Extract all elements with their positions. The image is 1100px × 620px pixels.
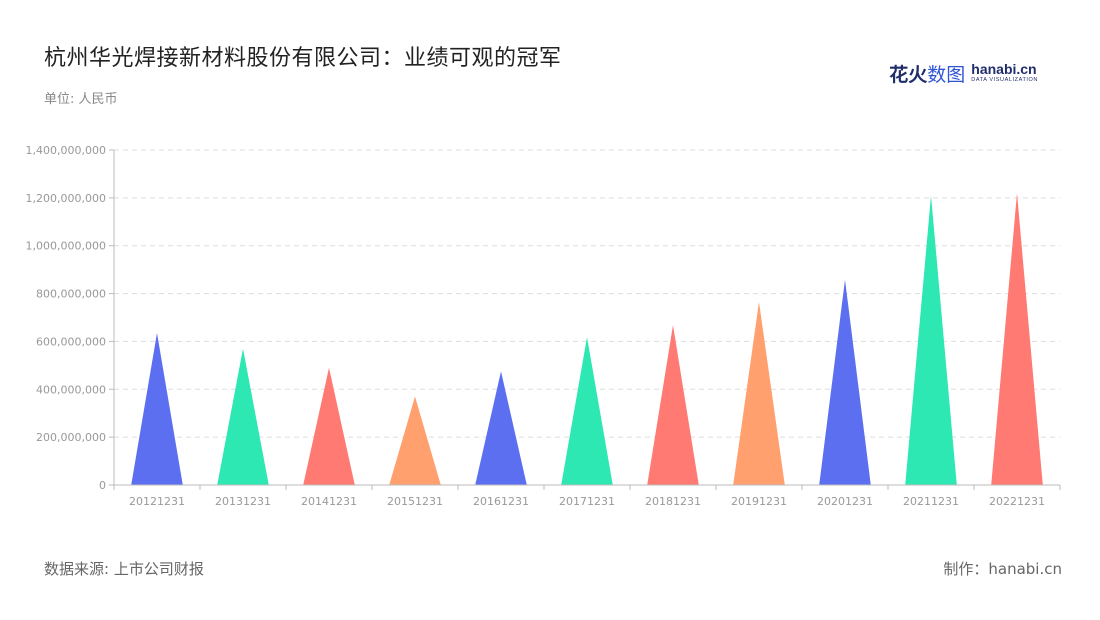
logo-cn-bold: 花火: [889, 63, 928, 86]
x-axis-ticks: 20121231 20131231 20141231 20151231 20161231…: [113, 484, 1061, 508]
bar-20141231: [303, 367, 355, 485]
data-source: 数据来源: 上市公司财报: [44, 560, 204, 578]
brand-logo: 花火数图 hanabi.cn DATA VISUALIZATION: [889, 60, 1038, 86]
x-tick-label: 20131231: [215, 495, 271, 508]
y-tick-label: 400,000,000: [36, 383, 106, 396]
logo-cn-light: 数图: [927, 63, 966, 86]
bar-20181231: [647, 325, 699, 485]
maker-credit: 制作：hanabi.cn: [943, 560, 1062, 578]
x-tick-label: 20191231: [731, 495, 787, 508]
logo-en: hanabi.cn DATA VISUALIZATION: [971, 62, 1038, 84]
bar-20161231: [475, 371, 527, 485]
y-tick-label: 800,000,000: [36, 288, 106, 301]
bar-20191231: [733, 301, 785, 485]
x-tick-label: 20171231: [559, 495, 615, 508]
y-tick-label: 1,200,000,000: [26, 192, 106, 205]
bar-20211231: [905, 195, 957, 485]
bar-20171231: [561, 337, 613, 485]
x-tick-label: 20151231: [387, 495, 443, 508]
logo-en-main: hanabi.cn: [971, 61, 1037, 78]
x-tick-label: 20201231: [817, 495, 873, 508]
y-tick-label: 200,000,000: [36, 431, 106, 444]
x-tick-label: 20141231: [301, 495, 357, 508]
y-axis-ticks: 0 200,000,000 400,000,000 600,000,000 800,00…: [26, 144, 115, 492]
bar-20221231: [991, 193, 1043, 486]
x-tick-label: 20211231: [903, 495, 959, 508]
bar-20121231: [131, 333, 183, 485]
bar-20131231: [217, 348, 269, 485]
x-tick-label: 20121231: [129, 495, 185, 508]
bar-20201231: [819, 279, 871, 485]
x-tick-label: 20221231: [989, 495, 1045, 508]
bar-20151231: [389, 396, 441, 485]
y-tick-label: 1,000,000,000: [26, 240, 106, 253]
y-tick-label: 1,400,000,000: [26, 144, 106, 157]
chart-title: 杭州华光焊接新材料股份有限公司：业绩可观的冠军: [44, 46, 562, 71]
logo-cn: 花火数图: [889, 60, 965, 87]
y-tick-label: 600,000,000: [36, 335, 106, 348]
x-tick-label: 20161231: [473, 495, 529, 508]
x-tick-label: 20181231: [645, 495, 701, 508]
y-tick-label: 0: [99, 479, 106, 492]
unit-label: 单位: 人民币: [44, 92, 118, 107]
logo-en-sub: DATA VISUALIZATION: [971, 77, 1038, 84]
bars: [131, 193, 1043, 486]
